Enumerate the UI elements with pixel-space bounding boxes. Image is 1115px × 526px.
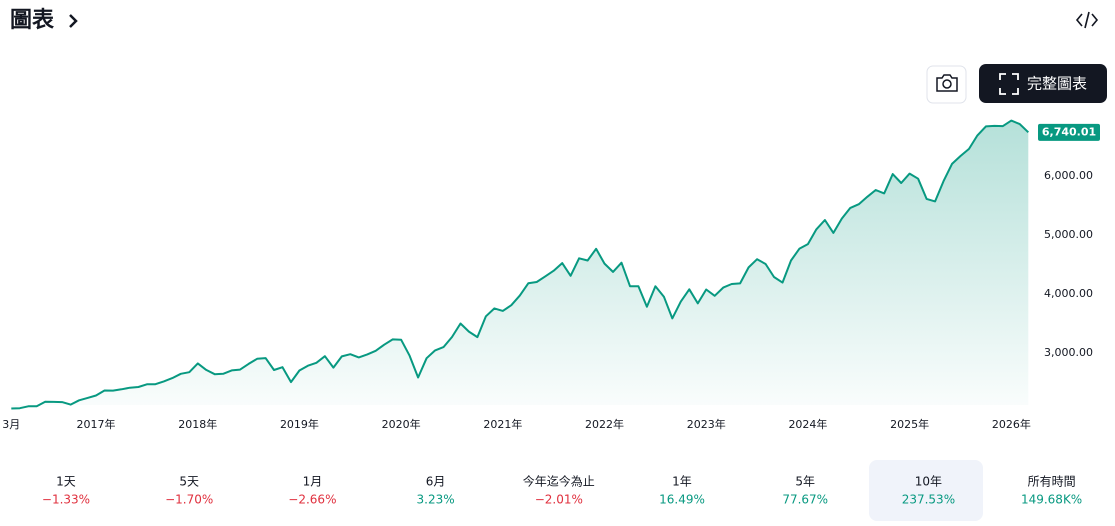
period-change: −2.01%	[535, 493, 583, 507]
x-tick-label: 2026年	[992, 417, 1031, 431]
x-tick-label: 3月	[2, 418, 20, 431]
period-label[interactable]: 今年迄今為止	[523, 474, 595, 489]
period-change: −1.70%	[165, 493, 213, 507]
period-change: −2.66%	[288, 493, 336, 507]
period-label[interactable]: 10年	[915, 475, 942, 489]
last-price-label: 6,740.01	[1042, 125, 1096, 138]
period-change: 149.68K%	[1021, 493, 1082, 507]
y-tick-label: 6,000.00	[1044, 169, 1093, 182]
x-tick-label: 2022年	[585, 417, 624, 431]
period-change: 77.67%	[782, 493, 828, 507]
period-label[interactable]: 1天	[56, 475, 76, 489]
full-chart-label: 完整圖表	[1027, 75, 1087, 93]
price-line	[11, 119, 1029, 410]
period-change: 237.53%	[902, 493, 955, 507]
period-label[interactable]: 所有時間	[1028, 475, 1076, 489]
period-label[interactable]: 5年	[795, 475, 815, 489]
x-tick-label: 2020年	[382, 417, 421, 431]
area-fill	[11, 120, 1029, 409]
x-tick-label: 2019年	[280, 417, 319, 431]
period-change: −1.33%	[42, 493, 90, 507]
period-label[interactable]: 1月	[303, 475, 323, 489]
snapshot-button[interactable]	[926, 65, 967, 104]
x-tick-label: 2025年	[890, 417, 929, 431]
full-chart-button[interactable]	[979, 64, 1107, 103]
x-tick-label: 2018年	[178, 417, 217, 431]
x-tick-label: 2023年	[687, 417, 726, 431]
embed-icon[interactable]	[1075, 11, 1099, 29]
x-tick-label: 2017年	[77, 417, 116, 431]
chevron[interactable]	[69, 14, 78, 28]
x-tick-label: 2021年	[483, 417, 522, 431]
period-change: 3.23%	[417, 493, 455, 507]
y-tick-label: 3,000.00	[1044, 346, 1093, 359]
period-label[interactable]: 5天	[179, 475, 199, 489]
x-tick-label: 2024年	[788, 417, 827, 431]
last-price-badge	[1038, 123, 1100, 141]
selected-period-bg	[869, 460, 983, 521]
camera-icon	[936, 74, 958, 92]
period-label[interactable]: 1年	[672, 475, 692, 489]
period-label[interactable]: 6月	[426, 475, 446, 489]
period-change: 16.49%	[659, 493, 705, 507]
title: 圖表	[10, 8, 55, 33]
fullscreen-icon	[999, 73, 1019, 95]
y-tick-label: 5,000.00	[1044, 228, 1093, 241]
y-tick-label: 4,000.00	[1044, 287, 1093, 300]
